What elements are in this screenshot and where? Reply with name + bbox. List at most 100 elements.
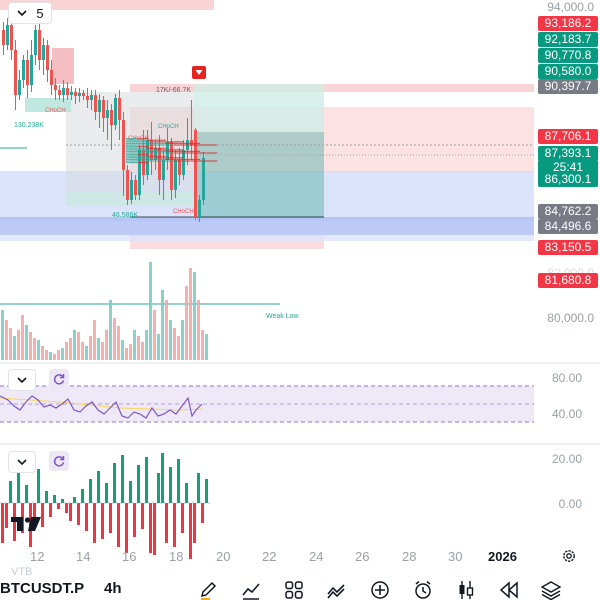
layers-icon: [540, 581, 562, 600]
add-button[interactable]: [370, 580, 390, 600]
time-axis-label: 28: [402, 549, 417, 564]
candle-body: [2, 30, 5, 45]
candle-body: [202, 158, 205, 200]
macd-bar: [161, 453, 164, 503]
macd-bar: [129, 481, 132, 503]
profile-bar-up: [126, 139, 147, 141]
candle-body: [106, 110, 109, 118]
chart-canvas[interactable]: 130.238K 46.586K 17K/-66.7K CHoCH CHoCH …: [0, 0, 600, 575]
price-tag: 83,150.5: [538, 240, 598, 255]
macd-histogram: [1, 453, 208, 559]
volume-bar: [77, 332, 80, 360]
indicators-button[interactable]: [241, 580, 261, 600]
price-tag: 90,770.8: [538, 48, 598, 63]
candle-body: [82, 93, 85, 96]
macd-bar: [93, 503, 96, 543]
macd-collapse-button[interactable]: [8, 451, 36, 473]
volume-bar: [61, 348, 64, 360]
candles-button[interactable]: [456, 580, 476, 600]
collapse-toggle[interactable]: 5: [8, 2, 52, 24]
price-axis-mid-label: 80,000.0: [547, 311, 594, 325]
volume-bar: [193, 272, 196, 360]
settings-button[interactable]: [561, 548, 577, 564]
rsi-refresh-button[interactable]: [49, 369, 69, 389]
profile-bar-up: [126, 155, 147, 157]
profile-bar-down: [138, 146, 149, 148]
macd-bar: [101, 503, 104, 539]
choch-label-1: CHoCH: [45, 108, 66, 114]
profile-bar-down: [174, 160, 218, 162]
volume-bar: [69, 338, 72, 360]
rsi-line: [0, 395, 203, 419]
time-axis-label: 12: [30, 549, 45, 564]
macd-bar: [193, 503, 196, 543]
price-tag: 84,762.2: [538, 204, 598, 219]
candle-body: [30, 55, 33, 85]
macd-bar: [205, 479, 208, 503]
volume-bar: [41, 346, 44, 360]
macd-bar: [1, 503, 4, 543]
volume-bar: [157, 334, 160, 360]
candle-body: [58, 90, 61, 95]
rsi-collapse-button[interactable]: [8, 369, 36, 391]
volume-bar: [145, 330, 148, 360]
replay-button[interactable]: [499, 580, 519, 600]
macd-refresh-button[interactable]: [49, 451, 69, 471]
profile-bar-down: [165, 150, 201, 152]
volume-bar: [109, 300, 112, 360]
volume-bar: [97, 338, 100, 360]
volume-bar: [149, 262, 152, 360]
interval-button[interactable]: 4h: [104, 580, 122, 597]
profile-bar-up: [126, 158, 165, 160]
candle-body: [6, 25, 9, 45]
alert-button[interactable]: [413, 580, 433, 600]
candle-body: [66, 88, 69, 95]
volume-bars: [1, 262, 208, 360]
macd-bar: [45, 491, 48, 503]
macd-bar: [113, 463, 116, 503]
profile-bar-up: [126, 142, 165, 144]
macd-bar: [89, 479, 92, 503]
volume-bar: [125, 348, 128, 360]
macd-bar: [69, 503, 72, 521]
macd-bar: [105, 483, 108, 503]
volume-bar: [13, 336, 16, 360]
volume-bar: [9, 328, 12, 360]
candle-body: [86, 96, 89, 100]
time-axis-label: 18: [169, 549, 184, 564]
price-tag: 81,680.8: [538, 273, 598, 288]
refresh-icon: [53, 456, 65, 467]
time-axis-label: 2026: [488, 549, 517, 564]
symbol-button[interactable]: BTCUSDT.P: [0, 580, 85, 597]
trend-button[interactable]: [327, 580, 347, 600]
volume-bar: [201, 330, 204, 360]
macd-bar: [49, 503, 52, 517]
candle-body: [102, 100, 105, 118]
macd-bar: [61, 499, 64, 503]
profile-bar-down: [138, 162, 149, 164]
candle-body: [22, 60, 25, 80]
profile-bar-down: [147, 147, 166, 149]
tradingview-logo[interactable]: [10, 516, 42, 532]
macd-bar: [97, 471, 100, 503]
price-tag: 25:41: [538, 160, 598, 175]
alert-clock-icon: [415, 580, 431, 599]
candle-body: [114, 98, 117, 125]
macd-bar: [145, 457, 148, 503]
candle-body: [10, 25, 13, 50]
profile-bar-up: [126, 149, 156, 151]
draw-pen-icon: [200, 581, 217, 600]
time-axis-label: 20: [216, 549, 231, 564]
trend-icon: [327, 584, 345, 599]
price-tag: 84,496.6: [538, 219, 598, 234]
layouts-button[interactable]: [284, 580, 304, 600]
price-tag: 90,397.7: [538, 79, 598, 94]
layers-button[interactable]: [540, 580, 562, 600]
macd-bar: [41, 503, 44, 527]
draw-pen-button[interactable]: [198, 580, 218, 600]
candle-body: [50, 70, 53, 85]
macd-bar: [117, 503, 120, 547]
volume-bar: [17, 330, 20, 360]
tradingview-logo-icon: [11, 517, 41, 531]
